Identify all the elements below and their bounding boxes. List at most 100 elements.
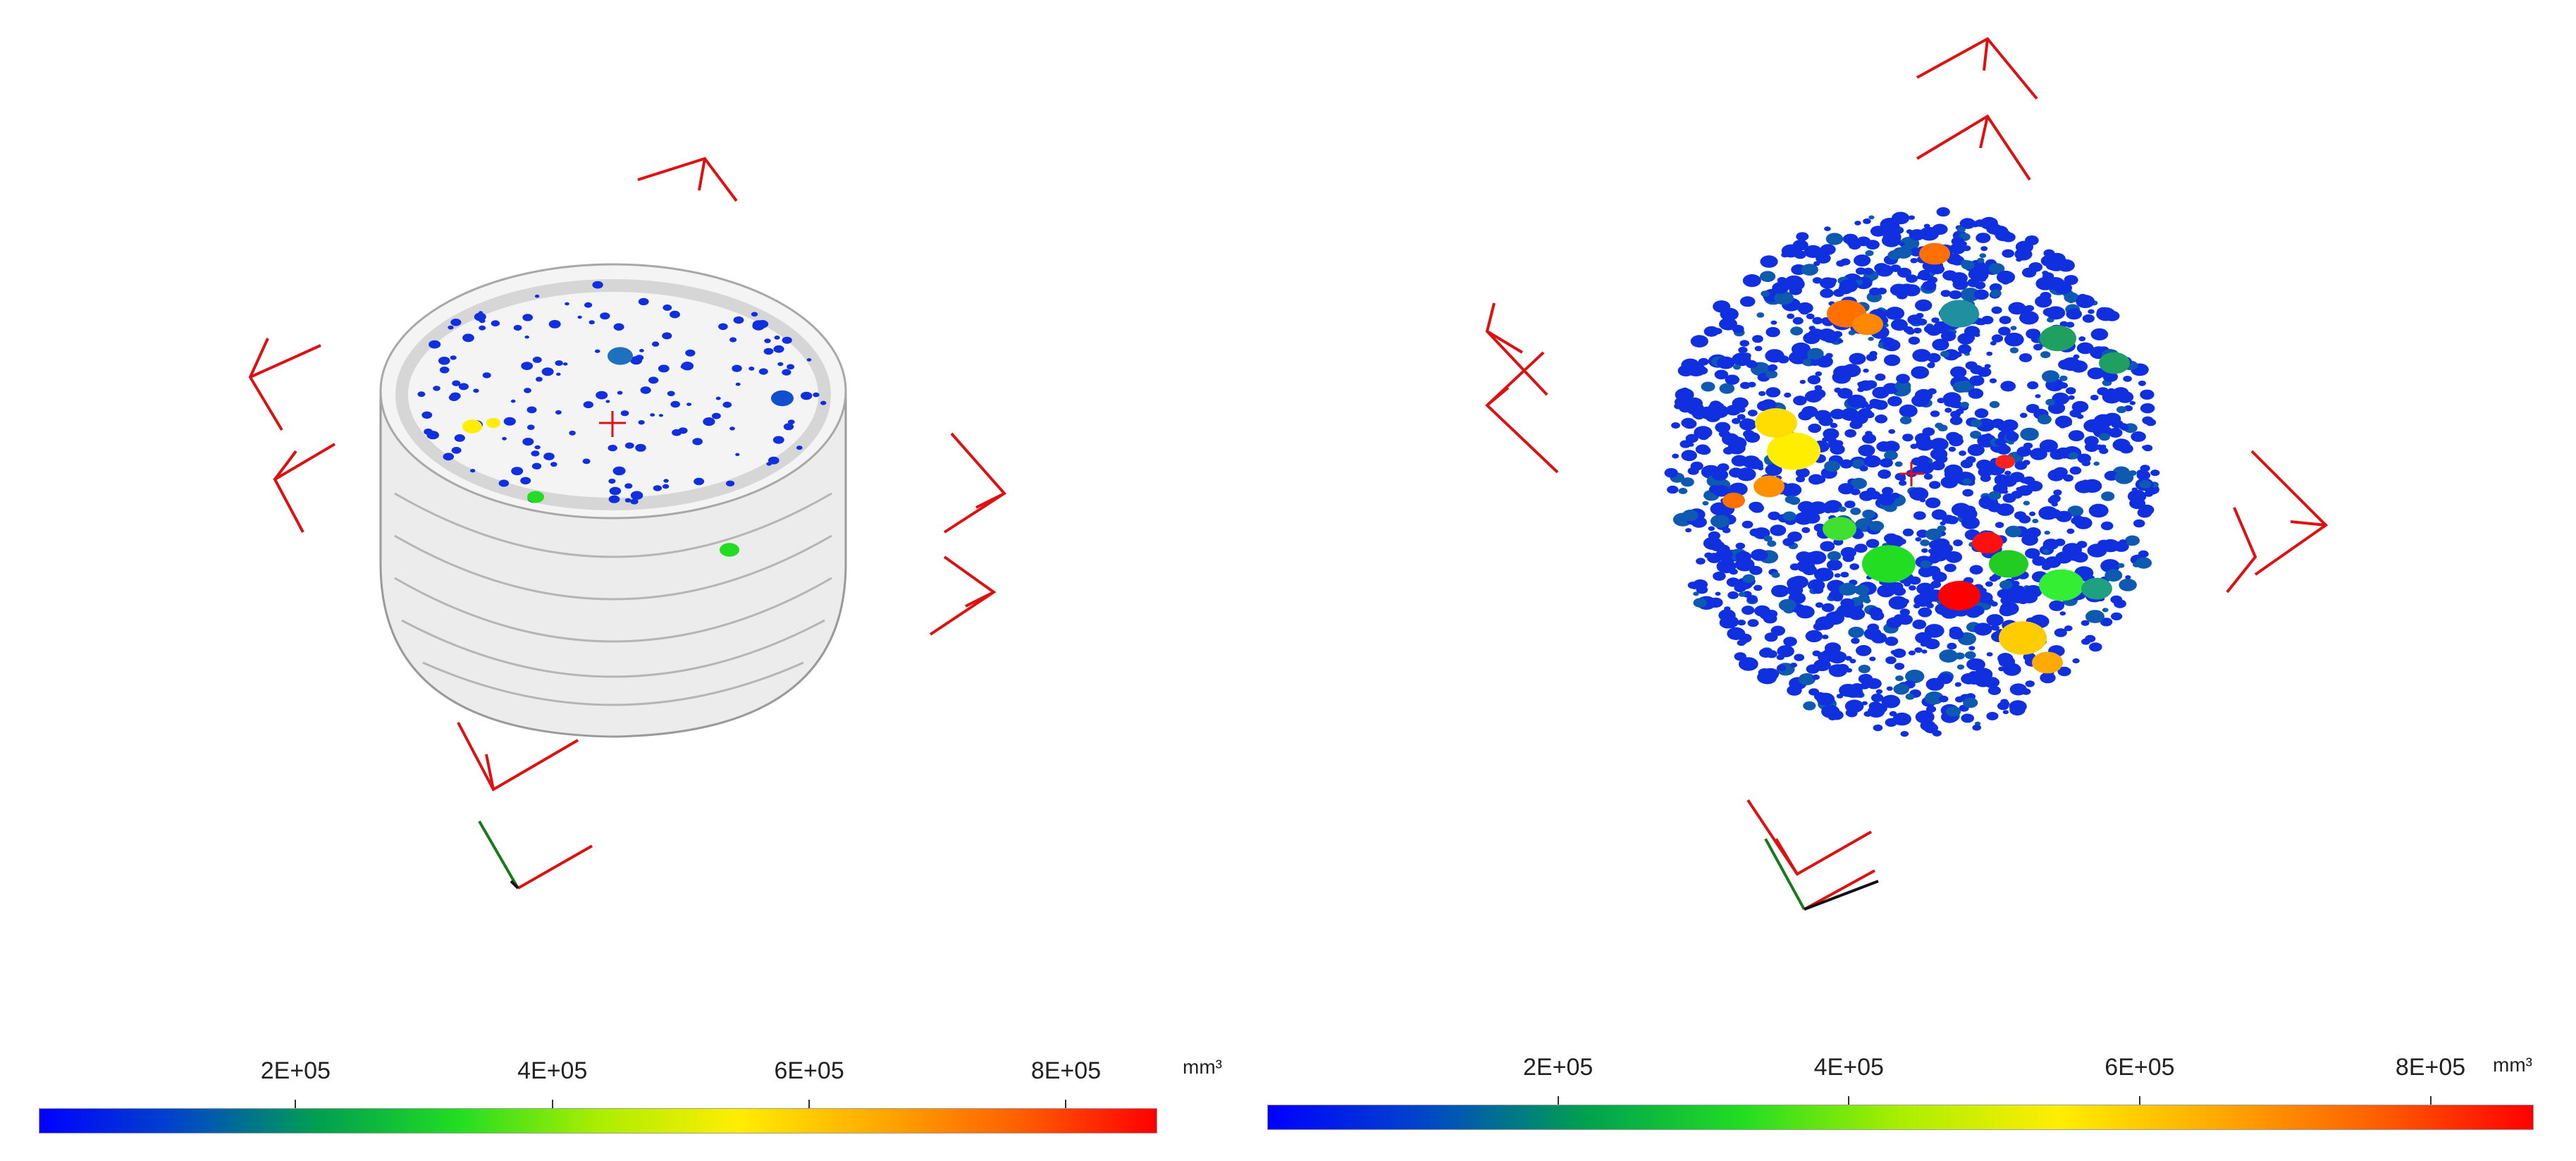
pore-blob — [1872, 386, 1890, 399]
pore-blob — [2118, 423, 2128, 430]
pore-blob — [1821, 705, 1840, 718]
pore-blob — [1812, 586, 1824, 594]
orientation-axes — [1764, 838, 1879, 911]
pore-blob — [630, 491, 643, 500]
pore-blob — [555, 410, 562, 415]
pore-blob — [2019, 515, 2031, 524]
pore-blob — [2068, 395, 2075, 400]
pore-blob — [1797, 302, 1813, 314]
pore-blob — [524, 336, 529, 339]
pore-blob — [1868, 215, 1875, 220]
pore-blob — [1862, 545, 1916, 583]
pore-blob — [454, 434, 465, 442]
pore-blob — [541, 367, 554, 376]
pore-blob — [1931, 460, 1945, 471]
colorbar-tick — [1848, 1096, 1850, 1105]
pore-blob — [1789, 563, 1801, 571]
pore-blob — [1989, 550, 2028, 578]
pore-blob — [1882, 231, 1902, 244]
pore-blob — [1877, 584, 1895, 598]
pore-blob — [1902, 528, 1914, 536]
pore-blob — [1891, 582, 1904, 591]
pore-blob — [2131, 487, 2138, 492]
pore-blob — [438, 357, 450, 365]
pore-blob — [1895, 675, 1904, 682]
pore-blob — [1812, 317, 1823, 325]
pore-blob — [1778, 598, 1797, 612]
left-3d-viewport[interactable] — [0, 0, 1226, 1001]
pore-blob — [1903, 284, 1921, 297]
pore-blob — [1825, 233, 1844, 245]
pore-blob — [2044, 556, 2062, 568]
pore-blob — [1801, 406, 1818, 418]
pore-blob — [680, 364, 687, 369]
pore-blob — [1737, 414, 1746, 420]
pore-blob — [1685, 528, 1692, 533]
pore-blob — [1719, 383, 1735, 394]
pore-blob — [1738, 346, 1748, 354]
pore-blob — [2032, 651, 2063, 674]
pore-blob — [2047, 496, 2059, 505]
cylinder-top-shade — [395, 279, 831, 510]
pore-blob — [1760, 271, 1776, 283]
pore-blob — [550, 462, 557, 467]
pore-blob — [1782, 488, 1794, 497]
pore-blob — [2058, 359, 2073, 370]
pore-blob — [1726, 577, 1740, 587]
pore-blob — [1777, 276, 1787, 284]
pore-blob — [1868, 460, 1878, 466]
pore-blob — [801, 391, 813, 400]
pore-blob — [2085, 634, 2096, 643]
pore-blob — [2040, 325, 2076, 352]
pore-blob — [1737, 467, 1756, 481]
pore-blob — [582, 458, 591, 465]
pore-blob — [1866, 353, 1878, 362]
pore-blob — [1923, 325, 1936, 333]
pore-blob — [1698, 357, 1709, 366]
pore-blob — [608, 495, 620, 503]
pore-blob — [1917, 318, 1928, 326]
pore-blob — [1716, 559, 1737, 574]
pore-blob — [1858, 380, 1874, 391]
pore-blob — [1838, 483, 1854, 495]
pore-blob — [1977, 257, 1985, 264]
pore-blob — [1971, 419, 1983, 427]
colorbar-unit: mm³ — [2493, 1054, 2532, 1076]
pore-blob — [1852, 313, 1883, 336]
pore-blob — [1875, 264, 1894, 277]
pore-blob — [1999, 601, 2019, 615]
pore-blob — [1732, 417, 1741, 424]
left-panel: 2E+05 4E+05 6E+05 8E+05 mm³ — [0, 0, 1226, 1161]
pore-blob — [1931, 317, 1940, 324]
pore-blob — [813, 392, 820, 398]
pore-blob — [1767, 540, 1777, 547]
pore-blob — [2059, 375, 2068, 381]
pore-blob — [1816, 660, 1831, 670]
pore-blob — [2139, 480, 2152, 489]
pore-blob — [1962, 478, 1972, 485]
pore-blob — [1710, 502, 1730, 516]
pore-blob — [1974, 408, 1989, 419]
pore-blob — [1930, 448, 1948, 460]
pore-blob — [1885, 637, 1899, 646]
pore-blob — [1770, 320, 1777, 325]
pore-blob — [2064, 275, 2078, 285]
pore-blob — [1720, 307, 1739, 321]
pore-blob — [2035, 277, 2055, 290]
colorbar-tick — [1065, 1100, 1067, 1108]
pore-blob — [733, 316, 744, 324]
pore-blob — [796, 446, 803, 450]
pore-blob — [524, 388, 531, 393]
pore-blob — [1815, 371, 1823, 376]
pore-blob — [764, 338, 771, 343]
colorbar-tick-label: 8E+05 — [2395, 1054, 2466, 1081]
bounding-box-corners — [248, 156, 1007, 792]
pore-blob — [1739, 296, 1756, 307]
right-3d-viewport[interactable] — [1226, 0, 2576, 1001]
pore-blob — [1952, 434, 1963, 442]
pore-blob — [1936, 207, 1950, 217]
pore-blob — [1715, 422, 1731, 433]
pore-blob — [2093, 461, 2100, 466]
pore-blob — [534, 445, 541, 450]
pore-blob — [2054, 628, 2067, 637]
